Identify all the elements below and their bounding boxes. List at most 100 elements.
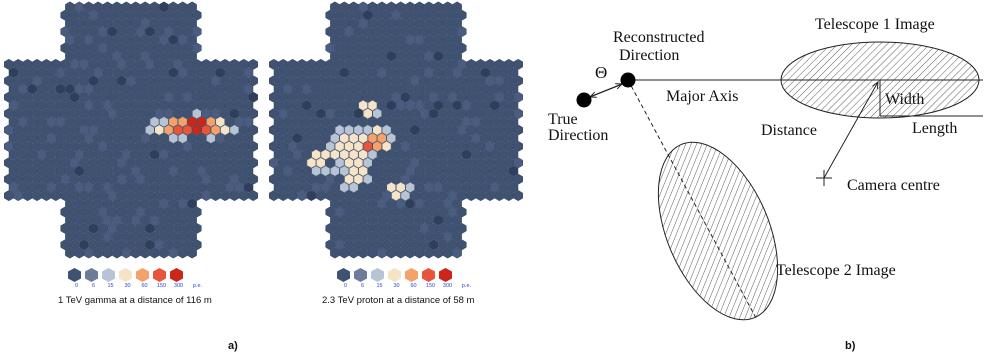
camera-pixel (112, 50, 122, 62)
camera-pixel (452, 198, 462, 210)
camera-pixel (116, 173, 127, 185)
camera-pixel (168, 99, 179, 111)
camera-pixel (187, 247, 197, 259)
camera-pixel (367, 17, 378, 29)
camera-pixel (372, 108, 382, 120)
camera-pixel (339, 99, 350, 111)
camera-pixel (102, 132, 113, 144)
camera-pixel (344, 75, 354, 87)
camera-pixel (367, 231, 378, 243)
camera-pixel (410, 124, 420, 136)
camera-pixel (348, 50, 359, 62)
camera-pixel (98, 42, 108, 54)
camera-pixel (504, 108, 514, 120)
camera-pixel (353, 108, 364, 120)
camera-pixel (287, 108, 298, 120)
camera-pixel (292, 132, 303, 144)
camera-pixel (55, 149, 66, 161)
camera-pixel (273, 116, 284, 128)
camera-pixel (428, 140, 439, 152)
camera-pixel (159, 99, 169, 111)
camera-pixel (36, 149, 47, 161)
camera-pixel (381, 91, 392, 103)
reconstructed-direction-point (620, 72, 636, 88)
camera-pixel (334, 91, 345, 103)
camera-pixel (391, 239, 401, 251)
camera-pixel (159, 132, 169, 144)
camera-pixel (278, 173, 288, 185)
camera-pixel (391, 157, 401, 169)
camera-pixel (325, 173, 335, 185)
camera-pixel (234, 149, 244, 161)
camera-pixel (102, 67, 113, 79)
camera-pixel (405, 149, 415, 161)
camera-pixel (79, 206, 89, 218)
camera-pixel (400, 173, 411, 185)
camera-pixel (32, 108, 42, 120)
camera-pixel (107, 124, 117, 136)
camera-pixel (168, 1, 179, 13)
camera-pixel (69, 91, 80, 103)
camera-pixel (140, 181, 150, 193)
camera-pixel (489, 165, 500, 177)
camera-pixel (283, 132, 293, 144)
camera-pixel (149, 1, 160, 13)
camera-pixel (140, 198, 150, 210)
camera-pixel (334, 26, 345, 38)
camera-pixel (224, 165, 235, 177)
camera-pixel (135, 222, 146, 234)
camera-pixel (74, 181, 85, 193)
telescope2-axis (627, 79, 757, 319)
camera-pixel (400, 91, 411, 103)
camera-pixel (339, 181, 350, 193)
camera-pixel (363, 58, 373, 70)
camera-pixel (177, 99, 188, 111)
camera-pixel (154, 190, 164, 202)
camera-pixel (177, 247, 188, 259)
camera-pixel (339, 198, 350, 210)
camera-pixel (192, 157, 202, 169)
camera-pixel (154, 108, 164, 120)
camera-pixel (283, 99, 293, 111)
camera-pixel (367, 198, 378, 210)
camera-pixel (107, 190, 117, 202)
camera-pixel (65, 165, 75, 177)
camera-pixel (391, 42, 401, 54)
camera-pixel (438, 9, 448, 21)
camera-pixel (206, 149, 216, 161)
camera-pixel (513, 190, 523, 202)
camera-pixel (386, 17, 397, 29)
camera-pixel (130, 198, 141, 210)
camera-pixel (513, 58, 523, 70)
camera-pixel (447, 140, 458, 152)
camera-pixel (173, 91, 183, 103)
camera-pixel (325, 239, 335, 251)
camera-pixel (107, 9, 117, 21)
camera-pixel (405, 231, 415, 243)
camera-pixel (452, 132, 462, 144)
camera-pixel (74, 83, 85, 95)
camera-pixel (358, 149, 368, 161)
camera-pixel (344, 239, 354, 251)
camera-pixel (386, 83, 397, 95)
camera-pixel (372, 157, 382, 169)
camera-pixel (154, 206, 164, 218)
camera-pixel (168, 50, 179, 62)
camera-pixel (130, 116, 141, 128)
camera-pixel (13, 58, 23, 70)
camera-pixel (192, 91, 202, 103)
camera-pixel (107, 206, 117, 218)
camera-pixel (102, 165, 113, 177)
camera-pixel (471, 67, 481, 79)
camera-pixel (485, 124, 495, 136)
camera-pixel (159, 247, 169, 259)
camera-pixel (320, 149, 331, 161)
camera-pixel (348, 149, 359, 161)
camera-pixel (372, 173, 382, 185)
camera-pixel (74, 214, 85, 226)
camera-pixel (130, 165, 141, 177)
camera-pixel (475, 140, 486, 152)
camera-pixel (41, 91, 52, 103)
camera-pixel (196, 116, 207, 128)
camera-pixel (41, 157, 52, 169)
